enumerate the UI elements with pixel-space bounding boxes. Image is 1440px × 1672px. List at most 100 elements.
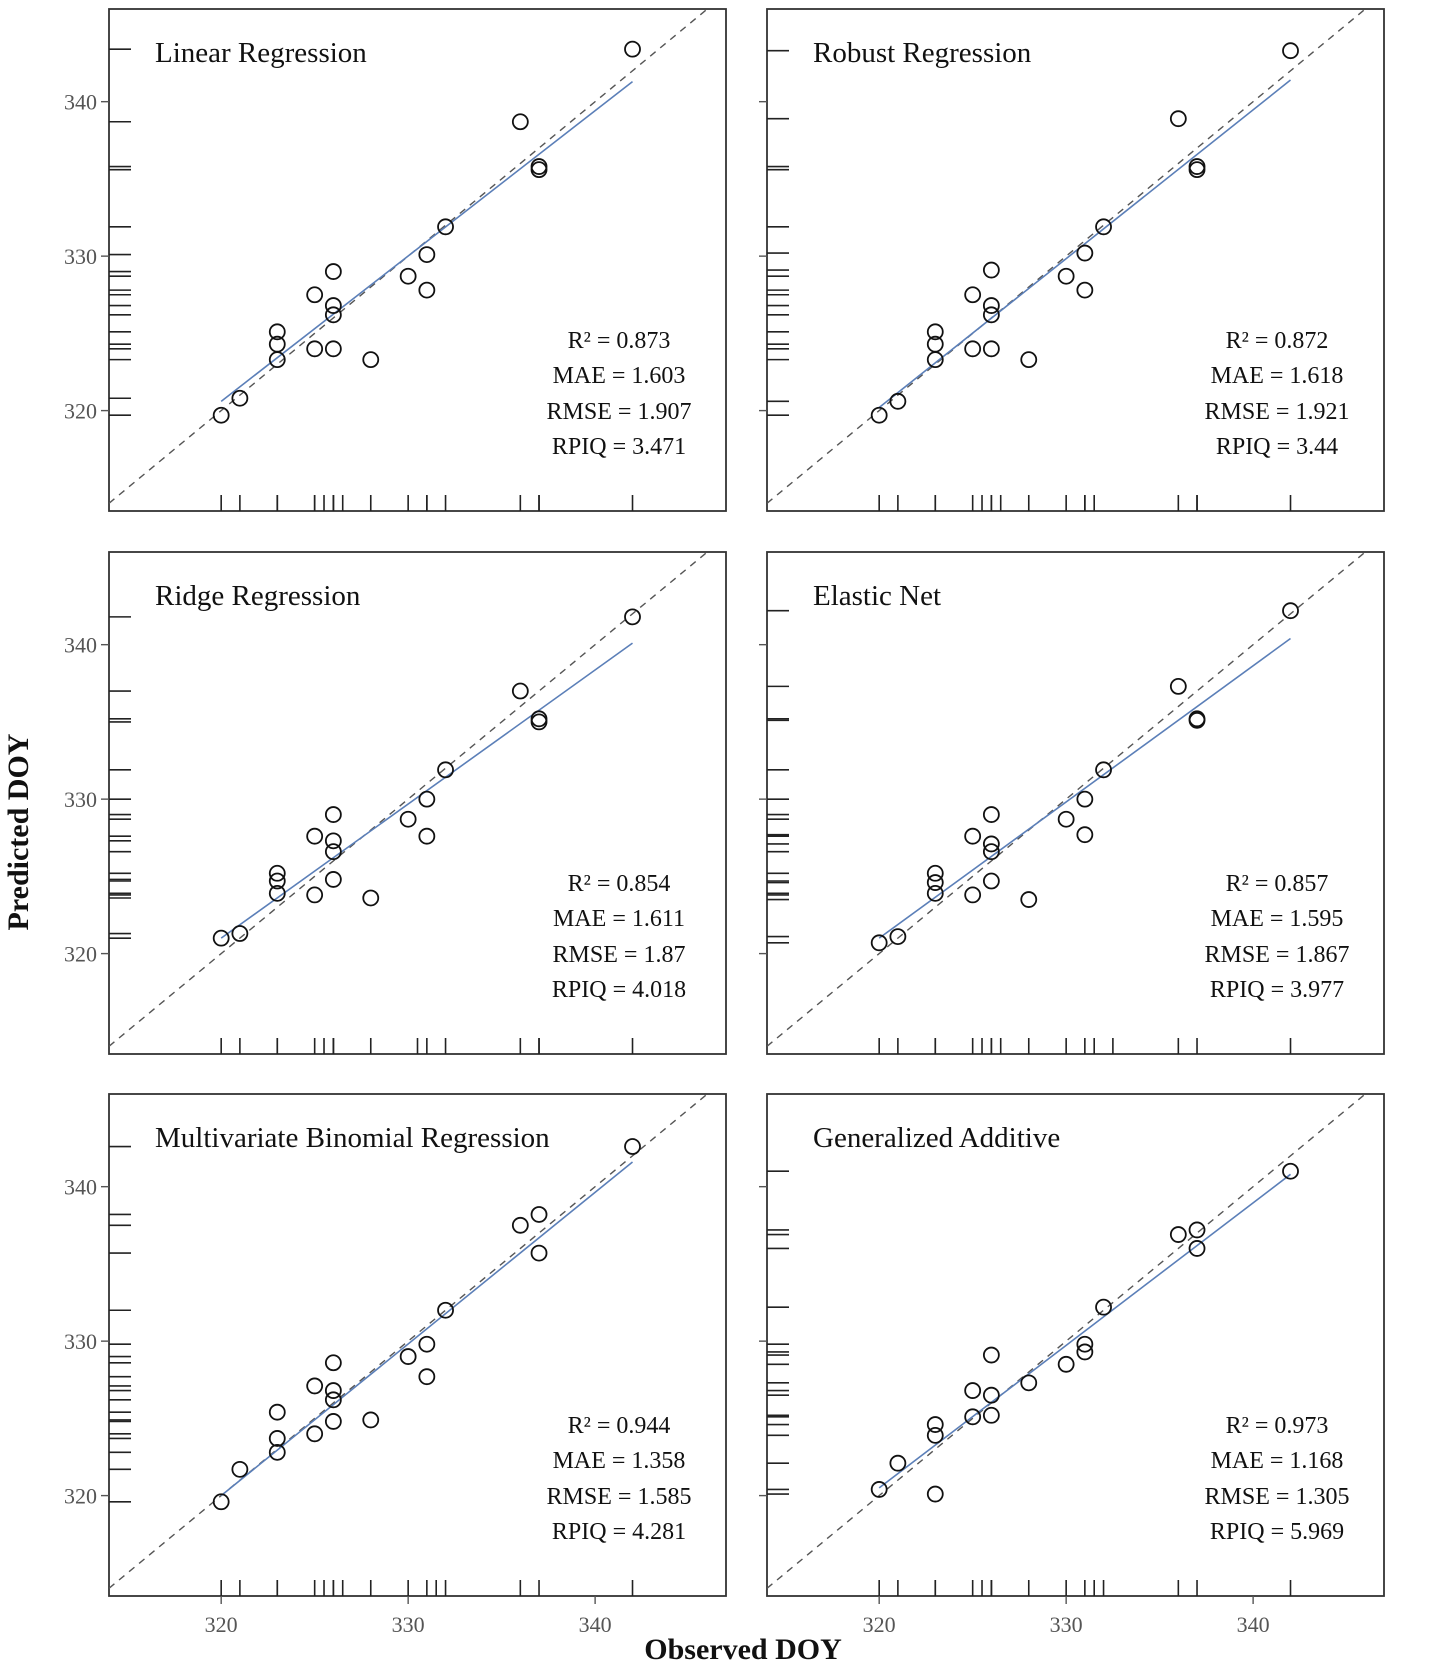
data-point [870,1481,888,1498]
y-tick-label: 330 [64,244,97,269]
data-point [418,1368,436,1386]
data-point [926,351,944,369]
data-point [530,1206,548,1223]
data-point [1076,790,1094,808]
data-point [870,934,888,952]
data-point [530,1244,548,1262]
panel: Robust Regression R² = 0.872 MAE = 1.618 RM… [759,8,1385,512]
data-point [1076,244,1094,262]
panel-frame [108,8,727,512]
data-point [362,1411,380,1429]
data-point [324,306,342,324]
data-point [437,1301,454,1319]
fit-line [878,1173,1292,1489]
data-point [212,929,230,947]
data-point [982,1406,1000,1424]
data-point [1020,1374,1038,1392]
data-point [1057,1355,1075,1373]
x-tick-label: 320 [205,1612,238,1637]
identity-line [767,1094,1367,1589]
panel: Elastic Net R² = 0.857 MAE = 1.595 RMSE = 1… [759,551,1385,1055]
fit-line [220,1161,634,1497]
panel-title: Generalized Additive [813,1122,1060,1154]
stat-label: MAE = 1.358 [553,1448,686,1474]
fit-line [220,642,633,939]
stat-label: MAE = 1.611 [553,906,685,932]
identity-line [109,9,709,504]
panel-title: Robust Regression [813,37,1032,69]
data-point [926,1485,944,1503]
x-tick-label: 340 [1237,1612,1270,1637]
y-tick-label: 340 [64,90,97,115]
data-point [530,713,548,731]
stat-label: RMSE = 1.921 [1205,399,1350,425]
y-tick-label: 340 [64,633,97,658]
panel-title: Ridge Regression [155,580,361,612]
stat-label: R² = 0.857 [1226,871,1329,897]
identity-line [109,1094,709,1589]
data-point [624,40,641,58]
data-point [324,843,342,861]
data-point [306,886,324,904]
data-point [268,1443,286,1461]
panel: 320 330 340 320 330 340 Multivariate Binomial … [64,1093,727,1637]
stat-label: RPIQ = 3.44 [1216,434,1338,460]
identity-line [767,552,1367,1047]
data-point [1095,761,1112,779]
data-point [268,864,286,882]
stat-label: RMSE = 1.867 [1205,942,1350,968]
stat-label: RPIQ = 4.018 [552,977,686,1003]
data-point [982,1386,1000,1404]
data-point [511,113,529,131]
data-point [231,925,249,942]
data-point [926,874,944,891]
data-point [964,886,982,904]
data-point [231,1460,249,1478]
data-point [324,1413,342,1430]
data-point [926,1416,944,1433]
stat-label: MAE = 1.618 [1211,363,1344,389]
stat-label: RPIQ = 3.471 [552,434,686,460]
y-tick-label: 320 [64,942,97,967]
data-point [268,884,286,902]
data-point [399,1348,417,1365]
data-point [418,790,436,808]
data-point [324,871,342,888]
y-tick-label: 320 [64,399,97,424]
fit-line [878,79,1292,409]
data-point [418,1335,436,1353]
data-point [212,1493,230,1511]
data-point [889,928,907,946]
stat-label: RMSE = 1.305 [1205,1484,1350,1510]
panel: 320 330 340 Linear Regression R² = 0.873 MAE … [64,8,727,512]
data-point [926,323,944,341]
stat-label: MAE = 1.603 [553,363,686,389]
data-point [982,1346,1000,1364]
identity-line [109,552,709,1047]
data-point [982,806,1000,823]
data-point [268,1430,286,1447]
data-point [982,297,1000,314]
data-point [268,872,286,890]
data-point [324,1391,342,1409]
data-point [982,872,1000,890]
data-point [1076,281,1094,299]
panel: 320 330 340 Ridge Regression R² = 0.854 MAE =… [64,551,727,1055]
data-point [399,810,417,828]
data-point [268,323,286,341]
data-point [1188,1240,1206,1257]
data-point [268,1403,286,1421]
data-point [1020,351,1038,369]
data-point [418,827,436,845]
y-tick-label: 320 [64,1484,97,1509]
x-tick-label: 330 [392,1612,425,1637]
stat-label: RMSE = 1.907 [547,399,692,425]
x-tick-label: 330 [1050,1612,1083,1637]
data-point [982,843,1000,861]
data-point [964,286,982,304]
stat-label: MAE = 1.595 [1211,906,1344,932]
stat-label: R² = 0.873 [568,328,671,354]
data-point [624,608,641,626]
panel-title: Elastic Net [813,580,941,612]
